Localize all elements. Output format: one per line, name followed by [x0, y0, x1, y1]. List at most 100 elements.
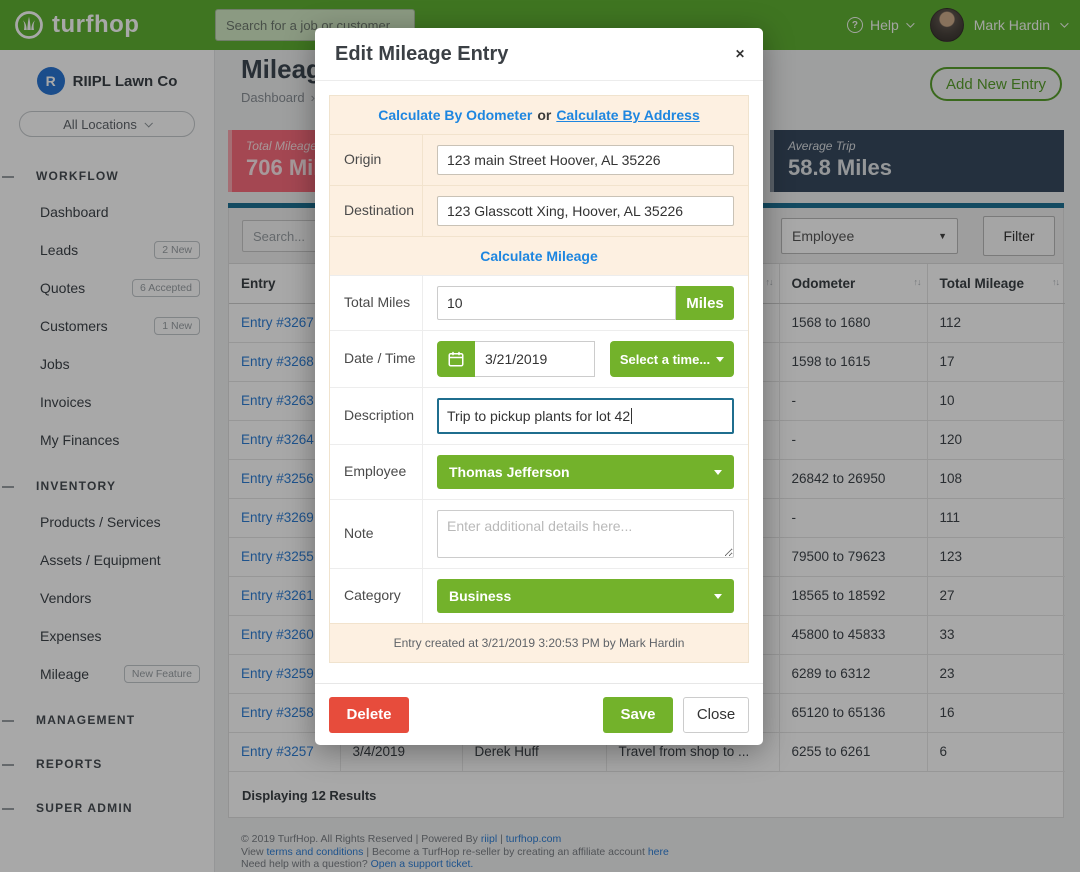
calculate-by-odometer-link[interactable]: Calculate By Odometer — [378, 107, 533, 123]
sidebar-item-assets-equipment[interactable]: Assets / Equipment — [0, 541, 214, 579]
total-miles-label: Total Miles — [344, 294, 411, 311]
terms-link[interactable]: terms and conditions — [266, 845, 364, 858]
sidebar-section-management[interactable]: MANAGEMENT — [0, 703, 214, 737]
breadcrumb-dashboard-link[interactable]: Dashboard — [241, 90, 305, 105]
user-menu[interactable]: Mark Hardin — [929, 8, 1069, 42]
brand-name: turfhop — [52, 11, 140, 38]
sidebar-item-label: Quotes — [40, 280, 86, 296]
sidebar-item-label: Customers — [40, 318, 108, 334]
origin-input[interactable] — [437, 145, 734, 175]
entry-link[interactable]: Entry #3264 — [241, 432, 314, 447]
sidebar-item-mileage[interactable]: Mileage New Feature — [0, 655, 214, 693]
sidebar-item-dashboard[interactable]: Dashboard — [0, 193, 214, 231]
sidebar-item-expenses[interactable]: Expenses — [0, 617, 214, 655]
stat-value: 58.8 Miles — [788, 155, 892, 180]
calculate-mileage-row: Calculate Mileage — [330, 236, 748, 275]
employee-select-value: Thomas Jefferson — [449, 464, 570, 480]
entry-link[interactable]: Entry #3255 — [241, 549, 314, 564]
calculate-mileage-link[interactable]: Calculate Mileage — [480, 248, 598, 264]
footer-view-label: View — [241, 845, 264, 858]
date-input[interactable] — [475, 341, 595, 377]
locations-dropdown[interactable]: All Locations — [19, 111, 195, 137]
or-label: or — [537, 107, 552, 123]
riipl-link[interactable]: riipl — [480, 833, 498, 845]
company-switcher[interactable]: R RIIPL Lawn Co — [0, 50, 214, 107]
entry-link[interactable]: Entry #3258 — [241, 705, 314, 720]
entry-link[interactable]: Entry #3261 — [241, 588, 314, 603]
sidebar-section-super-admin[interactable]: SUPER ADMIN — [0, 791, 214, 825]
sidebar-item-quotes[interactable]: Quotes 6 Accepted — [0, 269, 214, 307]
footer-reseller-text: | Become a TurfHop re-seller by creating… — [366, 845, 645, 858]
help-menu[interactable]: ? Help — [846, 17, 915, 33]
table-cell: 120 — [927, 420, 1065, 460]
sidebar-section-workflow[interactable]: WORKFLOW — [0, 159, 214, 193]
brand[interactable]: turfhop — [14, 10, 139, 40]
column-header-total-mileage[interactable]: Total Mileage ↑↓ — [927, 264, 1065, 304]
category-row: Category Business — [330, 568, 748, 623]
employee-filter-select[interactable]: Employee ▼ — [781, 218, 958, 254]
entry-link[interactable]: Entry #3268 — [241, 354, 314, 369]
avatar — [929, 8, 964, 42]
entry-link[interactable]: Entry #3267 — [241, 315, 314, 330]
destination-input[interactable] — [437, 196, 734, 226]
sidebar-section-inventory[interactable]: INVENTORY — [0, 469, 214, 503]
entry-link[interactable]: Entry #3257 — [241, 744, 314, 759]
entry-link[interactable]: Entry #3260 — [241, 627, 314, 642]
table-cell: 65120 to 65136 — [779, 693, 928, 733]
sidebar: R RIIPL Lawn Co All Locations WORKFLOW Da… — [0, 50, 215, 872]
total-miles-input[interactable] — [437, 286, 676, 320]
note-row: Note — [330, 499, 748, 568]
sidebar-item-customers[interactable]: Customers 1 New — [0, 307, 214, 345]
stat-label: Total Mileage — [246, 139, 317, 153]
affiliate-link[interactable]: here — [647, 845, 669, 858]
employee-select[interactable]: Thomas Jefferson — [437, 455, 734, 489]
table-cell: 10 — [927, 381, 1065, 421]
description-input[interactable]: Trip to pickup plants for lot 42 — [437, 398, 734, 434]
calculate-by-address-link[interactable]: Calculate By Address — [556, 107, 700, 123]
caret-down-icon — [714, 593, 722, 599]
save-button[interactable]: Save — [603, 696, 673, 733]
sidebar-section-reports[interactable]: REPORTS — [0, 747, 214, 781]
sidebar-item-vendors[interactable]: Vendors — [0, 579, 214, 617]
sidebar-item-my-finances[interactable]: My Finances — [0, 421, 214, 459]
select-time-dropdown[interactable]: Select a time... — [610, 341, 734, 377]
add-new-entry-button[interactable]: Add New Entry — [930, 67, 1062, 101]
origin-row: Origin — [330, 134, 748, 185]
support-ticket-link[interactable]: Open a support ticket. — [370, 858, 474, 870]
page-footer: © 2019 TurfHop. All Rights Reserved | Po… — [241, 833, 669, 871]
dash-icon — [2, 486, 14, 488]
calendar-button[interactable] — [437, 341, 475, 377]
sidebar-item-jobs[interactable]: Jobs — [0, 345, 214, 383]
sidebar-item-leads[interactable]: Leads 2 New — [0, 231, 214, 269]
footer-line-3: Need help with a question? Open a suppor… — [241, 858, 669, 871]
table-cell: - — [779, 498, 928, 538]
table-cell: 17 — [927, 342, 1065, 382]
table-cell: 108 — [927, 459, 1065, 499]
close-icon[interactable]: ✕ — [734, 47, 745, 61]
turfhop-link[interactable]: turfhop.com — [505, 833, 562, 845]
table-cell: 112 — [927, 303, 1065, 343]
filter-button[interactable]: Filter — [983, 216, 1055, 256]
note-textarea[interactable] — [437, 510, 734, 558]
average-trip-card: Average Trip 58.8 Miles — [770, 130, 1064, 192]
entry-link[interactable]: Entry #3269 — [241, 510, 314, 525]
table-cell: 23 — [927, 654, 1065, 694]
category-select[interactable]: Business — [437, 579, 734, 613]
entry-link[interactable]: Entry #3263 — [241, 393, 314, 408]
destination-label: Destination — [344, 202, 415, 219]
close-button[interactable]: Close — [683, 696, 749, 733]
sidebar-item-label: Assets / Equipment — [40, 552, 161, 568]
description-value: Trip to pickup plants for lot 42 — [447, 408, 631, 424]
entry-link[interactable]: Entry #3256 — [241, 471, 314, 486]
modal-footer: Delete Save Close — [315, 683, 763, 745]
select-time-label: Select a time... — [619, 351, 711, 367]
locations-label: All Locations — [63, 116, 137, 132]
delete-button[interactable]: Delete — [329, 696, 409, 733]
employee-label: Employee — [344, 463, 407, 480]
sidebar-item-invoices[interactable]: Invoices — [0, 383, 214, 421]
modal-title: Edit Mileage Entry — [335, 43, 509, 65]
sidebar-item-products-services[interactable]: Products / Services — [0, 503, 214, 541]
column-header-odometer[interactable]: Odometer ↑↓ — [779, 264, 928, 304]
footer-line-1: © 2019 TurfHop. All Rights Reserved | Po… — [241, 833, 669, 846]
entry-link[interactable]: Entry #3259 — [241, 666, 314, 681]
